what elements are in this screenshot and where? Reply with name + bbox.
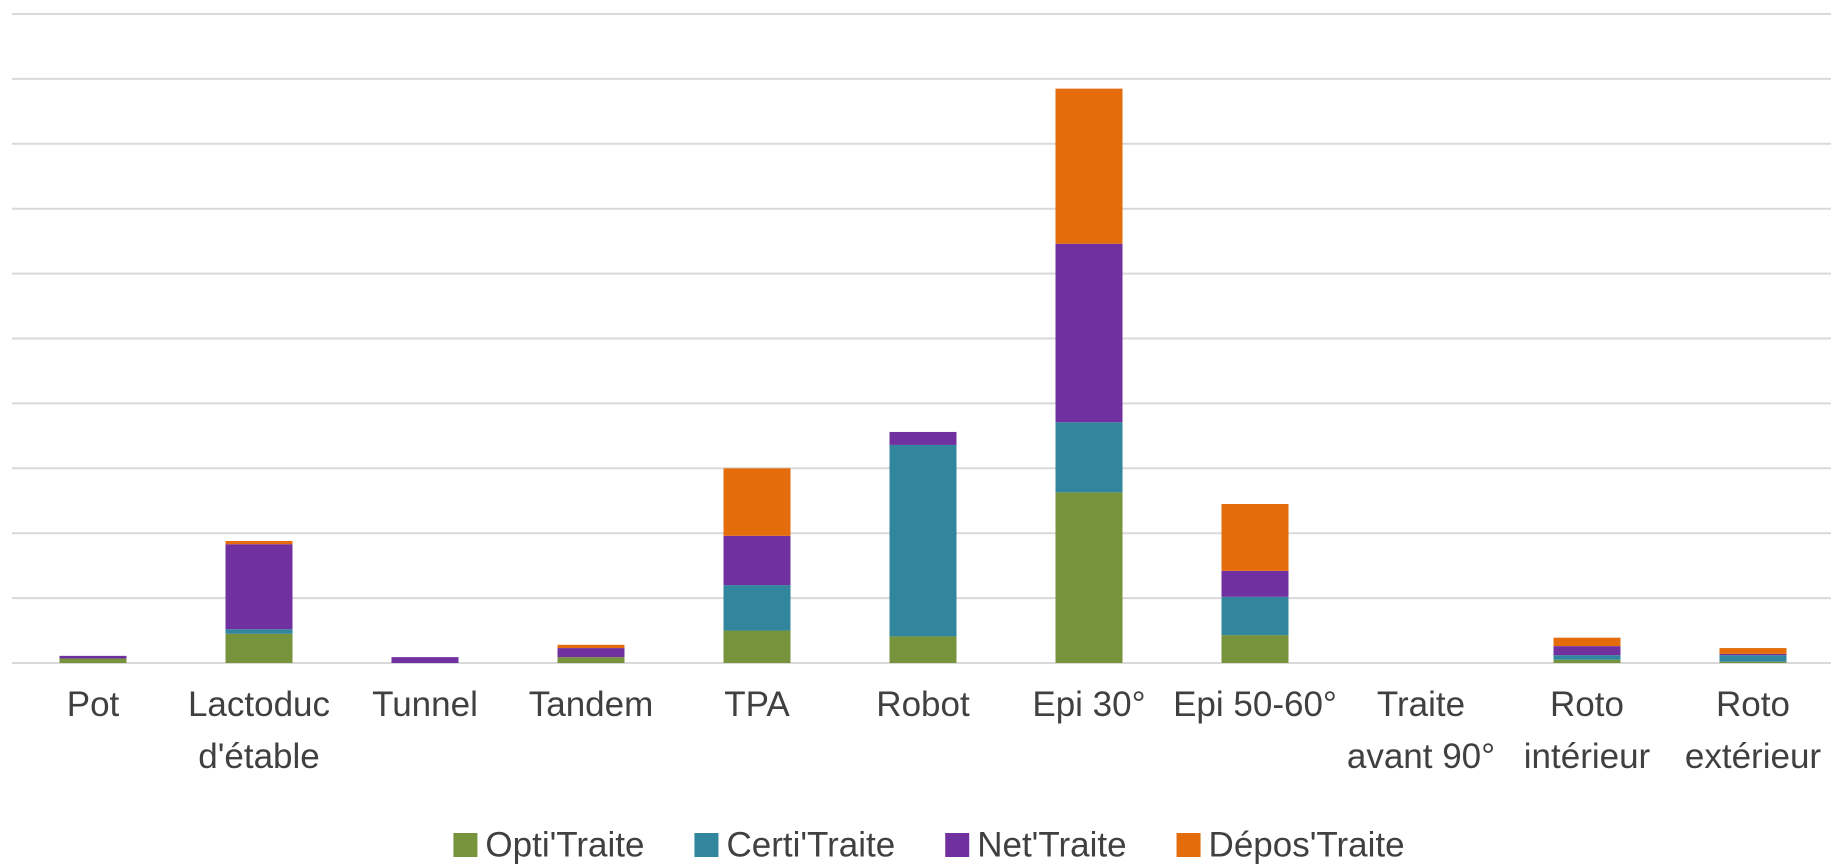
bar-segment [225,629,293,634]
bar-segment [557,657,625,663]
x-tick-label: Epi 50-60° [1173,685,1337,724]
bar-segment [1221,596,1289,636]
bar-segment [391,657,459,663]
legend-label: Certi'Traite [726,825,895,864]
legend-swatch [1176,833,1201,857]
legend-label: Opti'Traite [485,825,644,864]
bar-segment [889,636,957,663]
bar-segment [1719,648,1787,654]
bar-segment [1221,570,1289,597]
legend-swatch [945,833,970,857]
bar-segment [225,544,293,630]
bar-segment [557,648,625,658]
bar-segment [59,655,127,659]
bar-segment [1719,655,1787,662]
x-tick-label: Roto intérieur [1523,685,1651,776]
legend-label: Dépos'Traite [1209,825,1405,864]
bar-segment [1553,655,1621,660]
bar-segment [1719,661,1787,663]
bar-segment [723,468,791,536]
bar-segment [723,630,791,663]
legend-swatch [694,833,719,857]
bar-segment [1553,637,1621,647]
bar-segment [1055,422,1123,493]
x-tick-label: Roto extérieur [1684,685,1822,776]
bar-segment [723,535,791,586]
legend-swatch [453,833,478,857]
bar-segment [889,444,957,637]
bar-segment [1221,635,1289,663]
bar-segment [1055,243,1123,423]
bar-segment [1719,653,1787,656]
x-tick-label: TPA [724,685,790,724]
x-tick-label: Epi 30° [1032,685,1146,724]
bar-segment [59,658,127,663]
bar-segment [225,540,293,545]
bar-segment [1221,503,1289,571]
x-tick-label: Pot [66,685,120,724]
x-tick-label: Lactoduc d'étable [187,685,331,776]
x-tick-label: Traite avant 90° [1346,685,1496,776]
bar-segment [1553,659,1621,663]
bar-segment [225,633,293,663]
x-tick-label: Robot [876,685,970,724]
legend-label: Net'Traite [977,825,1126,864]
bar-segment [557,644,625,649]
bar-segment [1055,88,1123,244]
bar-segment [889,431,957,445]
bar-segment [1553,646,1621,656]
bar-segment [723,585,791,631]
x-tick-label: Tandem [528,685,654,724]
x-tick-label: Tunnel [372,685,478,724]
bar-segment [1055,492,1123,663]
